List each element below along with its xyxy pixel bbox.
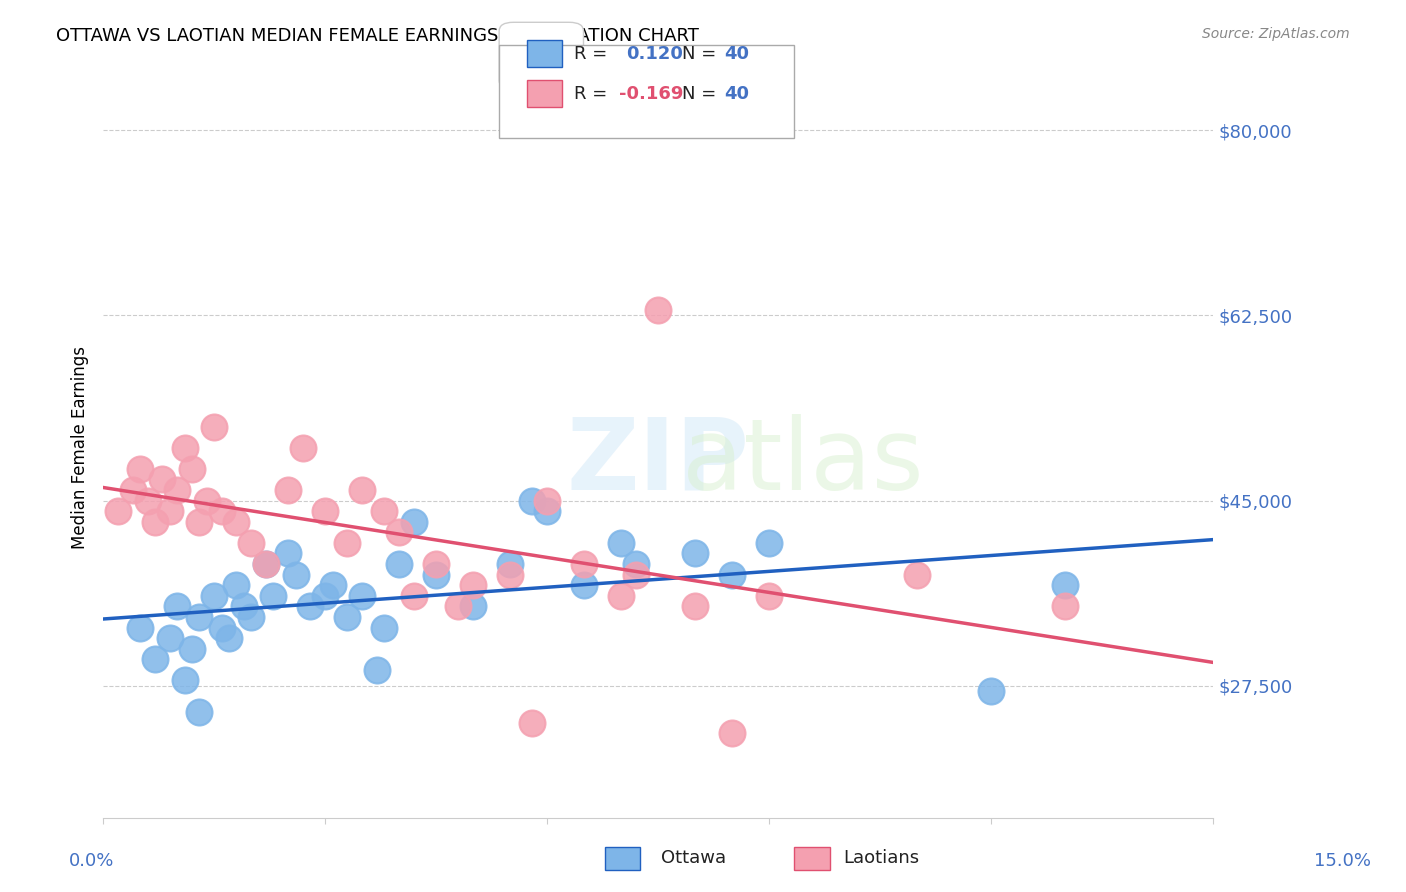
- Point: [225, 515, 247, 529]
- Point: [336, 610, 359, 624]
- Point: [232, 599, 254, 614]
- Point: [366, 663, 388, 677]
- Point: [173, 441, 195, 455]
- Point: [314, 589, 336, 603]
- Text: N =: N =: [682, 45, 716, 62]
- Point: [299, 599, 322, 614]
- Point: [211, 620, 233, 634]
- Point: [402, 589, 425, 603]
- Point: [425, 567, 447, 582]
- Text: Source: ZipAtlas.com: Source: ZipAtlas.com: [1202, 27, 1350, 41]
- Point: [159, 504, 181, 518]
- Y-axis label: Median Female Earnings: Median Female Earnings: [72, 346, 89, 549]
- Point: [721, 726, 744, 740]
- Point: [188, 705, 211, 719]
- Point: [536, 504, 558, 518]
- Point: [240, 536, 263, 550]
- Point: [758, 589, 780, 603]
- Point: [721, 567, 744, 582]
- Point: [624, 557, 647, 571]
- Point: [277, 483, 299, 497]
- Point: [159, 631, 181, 645]
- Point: [388, 525, 411, 540]
- Point: [291, 441, 314, 455]
- Point: [352, 589, 374, 603]
- Text: 15.0%: 15.0%: [1315, 852, 1371, 870]
- Point: [336, 536, 359, 550]
- Point: [136, 493, 159, 508]
- Text: 0.120: 0.120: [626, 45, 682, 62]
- Point: [202, 419, 225, 434]
- Point: [262, 589, 284, 603]
- Point: [463, 599, 485, 614]
- Point: [522, 493, 544, 508]
- Text: R =: R =: [574, 85, 607, 103]
- Point: [980, 684, 1002, 698]
- Point: [166, 483, 188, 497]
- Text: atlas: atlas: [682, 414, 924, 511]
- Point: [181, 462, 204, 476]
- Text: 0.0%: 0.0%: [69, 852, 114, 870]
- Point: [610, 536, 633, 550]
- Point: [499, 567, 522, 582]
- Point: [536, 493, 558, 508]
- Point: [181, 641, 204, 656]
- Point: [143, 515, 166, 529]
- Text: 40: 40: [724, 45, 749, 62]
- Point: [758, 536, 780, 550]
- Point: [188, 515, 211, 529]
- Point: [1054, 578, 1077, 592]
- Point: [166, 599, 188, 614]
- Point: [624, 567, 647, 582]
- Point: [522, 715, 544, 730]
- Point: [195, 493, 218, 508]
- Point: [254, 557, 277, 571]
- Point: [373, 504, 395, 518]
- Point: [107, 504, 129, 518]
- Text: OTTAWA VS LAOTIAN MEDIAN FEMALE EARNINGS CORRELATION CHART: OTTAWA VS LAOTIAN MEDIAN FEMALE EARNINGS…: [56, 27, 699, 45]
- Point: [218, 631, 240, 645]
- Point: [254, 557, 277, 571]
- Point: [129, 620, 152, 634]
- Point: [129, 462, 152, 476]
- Point: [402, 515, 425, 529]
- Point: [685, 599, 707, 614]
- Point: [610, 589, 633, 603]
- Point: [211, 504, 233, 518]
- Point: [647, 303, 669, 318]
- Point: [173, 673, 195, 688]
- Text: Laotians: Laotians: [844, 849, 920, 867]
- Point: [121, 483, 143, 497]
- Point: [373, 620, 395, 634]
- Point: [277, 546, 299, 560]
- Point: [188, 610, 211, 624]
- Point: [202, 589, 225, 603]
- Text: N =: N =: [682, 85, 716, 103]
- Point: [352, 483, 374, 497]
- Point: [225, 578, 247, 592]
- Point: [425, 557, 447, 571]
- Text: 40: 40: [724, 85, 749, 103]
- Point: [447, 599, 470, 614]
- Point: [314, 504, 336, 518]
- Point: [322, 578, 344, 592]
- Text: -0.169: -0.169: [619, 85, 683, 103]
- Text: R =: R =: [574, 45, 607, 62]
- Point: [143, 652, 166, 666]
- Text: ZIP: ZIP: [567, 414, 749, 511]
- Point: [388, 557, 411, 571]
- Point: [463, 578, 485, 592]
- Point: [284, 567, 307, 582]
- Point: [150, 472, 173, 486]
- Point: [574, 557, 596, 571]
- Point: [685, 546, 707, 560]
- Point: [499, 557, 522, 571]
- Point: [1054, 599, 1077, 614]
- Text: Ottawa: Ottawa: [661, 849, 725, 867]
- Point: [905, 567, 928, 582]
- Point: [574, 578, 596, 592]
- Point: [240, 610, 263, 624]
